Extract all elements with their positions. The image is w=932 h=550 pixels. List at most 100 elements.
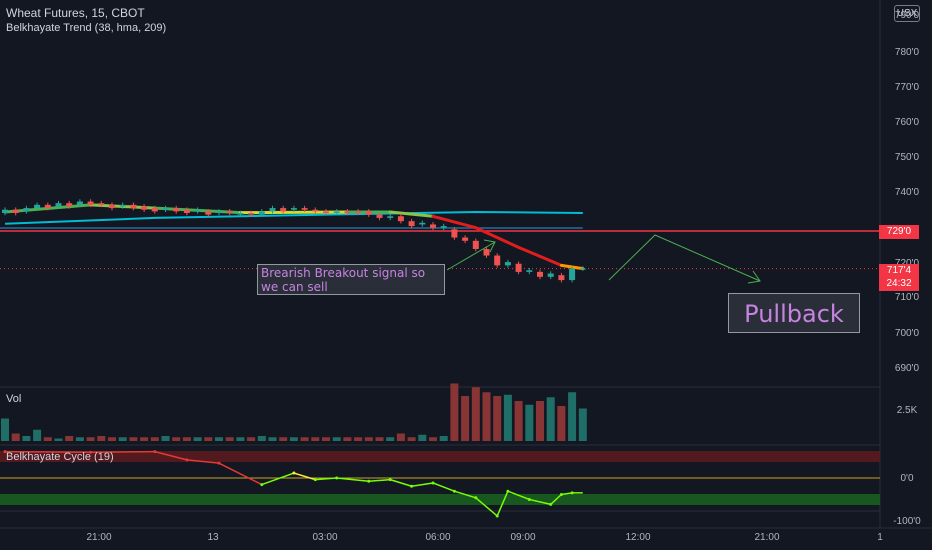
volume-bar (396, 433, 405, 441)
candle-body (483, 249, 490, 256)
cycle-oscillator-segment (293, 472, 316, 481)
volume-bar (407, 437, 416, 441)
volume-bar (182, 437, 191, 441)
currency-button[interactable]: USX (894, 5, 920, 22)
candle-body (472, 240, 479, 249)
cycle-oscillator-segment (186, 459, 220, 464)
candle-body (365, 211, 372, 215)
cycle-oscillator-segment (218, 462, 263, 486)
trend-hma-segment (431, 214, 478, 230)
candle-body (312, 209, 319, 212)
candle-body (12, 209, 19, 213)
candle-body (205, 211, 212, 215)
volume-bar (450, 383, 459, 441)
volume-bar (471, 387, 480, 441)
cycle-oscillator-point (570, 491, 574, 495)
cycle-oscillator-segment (90, 450, 155, 454)
cycle-oscillator-segment (261, 472, 295, 486)
candle-body (494, 255, 501, 266)
cycle-oscillator-point (452, 489, 456, 493)
candle-body (408, 221, 415, 227)
candle-body (504, 262, 511, 266)
candle-body (162, 208, 169, 210)
trend-hma-segment (517, 245, 563, 267)
cycle-oscillator-point (495, 514, 499, 518)
volume-bar (247, 437, 256, 441)
symbol-title[interactable]: Wheat Futures, 15, CBOT (6, 6, 145, 20)
candle-body (216, 211, 222, 213)
cycle-oscillator-point (89, 450, 93, 454)
cycle-oscillator-point (260, 483, 264, 487)
volume-axis-tick: 2.5K (896, 405, 918, 416)
volume-bar (493, 396, 502, 441)
cycle-pane-label[interactable]: Belkhayate Cycle (19) (6, 451, 114, 463)
volume-bar (322, 437, 330, 441)
volume-bar (503, 394, 512, 441)
candle-body (130, 204, 137, 209)
last-price-value: 717'4 (886, 265, 912, 276)
cycle-oscillator-point (185, 458, 189, 462)
volume-bar (311, 437, 320, 441)
volume-bar (65, 436, 74, 441)
volume-bar (289, 437, 298, 441)
volume-bar (193, 437, 202, 441)
volume-bar (150, 437, 159, 441)
volume-bar (97, 436, 106, 441)
volume-bar (557, 406, 566, 441)
pullback-arrowhead (747, 270, 761, 284)
price-tick: 790'0 (894, 10, 920, 21)
candle-body (151, 208, 158, 212)
volume-bar (418, 434, 427, 441)
volume-bar (11, 433, 20, 441)
cycle-oscillator-segment (561, 492, 573, 496)
candle-body (248, 213, 255, 215)
volume-bar (268, 437, 277, 441)
cycle-oscillator-segment (411, 482, 434, 487)
cycle-overbought-band (0, 451, 880, 462)
price-tick: 740'0 (894, 187, 920, 198)
candle-body (547, 273, 554, 277)
candle-body (226, 211, 233, 213)
candle-body (355, 211, 362, 213)
signal-arrow (446, 241, 496, 271)
cycle-oscillator-point (559, 493, 563, 496)
pullback-annotation[interactable]: Pullback (728, 293, 860, 333)
volume-bar (204, 437, 213, 441)
candle-body (55, 203, 62, 207)
candle-body (579, 268, 586, 270)
time-tick: 13 (207, 532, 219, 543)
volume-bar (22, 436, 31, 441)
volume-bar (172, 437, 181, 441)
volume-bar (525, 404, 534, 441)
trend-hma-segment (474, 226, 521, 249)
cycle-oscillator-point (367, 479, 371, 483)
volume-bar (140, 437, 149, 441)
cycle-oscillator-segment (315, 477, 337, 481)
cycle-oscillator-segment (475, 497, 498, 517)
price-tick: 780'0 (894, 47, 920, 58)
volume-bar (375, 437, 384, 441)
volume-bar (75, 437, 84, 441)
volume-pane-label[interactable]: Vol (6, 393, 22, 405)
signal-annotation[interactable]: Brearish Breakout signal so we can sell (257, 264, 445, 295)
resistance-price-tag: 729'0 (879, 225, 919, 239)
candle-body (290, 208, 297, 210)
cycle-oscillator-segment (529, 498, 551, 506)
volume-bar (33, 429, 42, 441)
cycle-axis-tick-zero: 0'0 (900, 473, 914, 484)
indicator-legend[interactable]: Belkhayate Trend (38, hma, 209) (6, 22, 167, 34)
candle-body (419, 222, 426, 225)
volume-bar (257, 436, 266, 441)
candle-body (537, 271, 543, 277)
volume-bar (343, 437, 352, 441)
volume-bar (536, 401, 544, 441)
price-tick: 690'0 (894, 363, 920, 374)
candle-body (430, 224, 436, 228)
volume-bar (43, 437, 52, 441)
cycle-axis-tick-minus: -100'0 (893, 516, 921, 527)
candle-body (376, 214, 383, 218)
volume-bar (429, 437, 437, 441)
cycle-oscillator-segment (496, 490, 509, 517)
trend-hma-segment (388, 210, 435, 218)
